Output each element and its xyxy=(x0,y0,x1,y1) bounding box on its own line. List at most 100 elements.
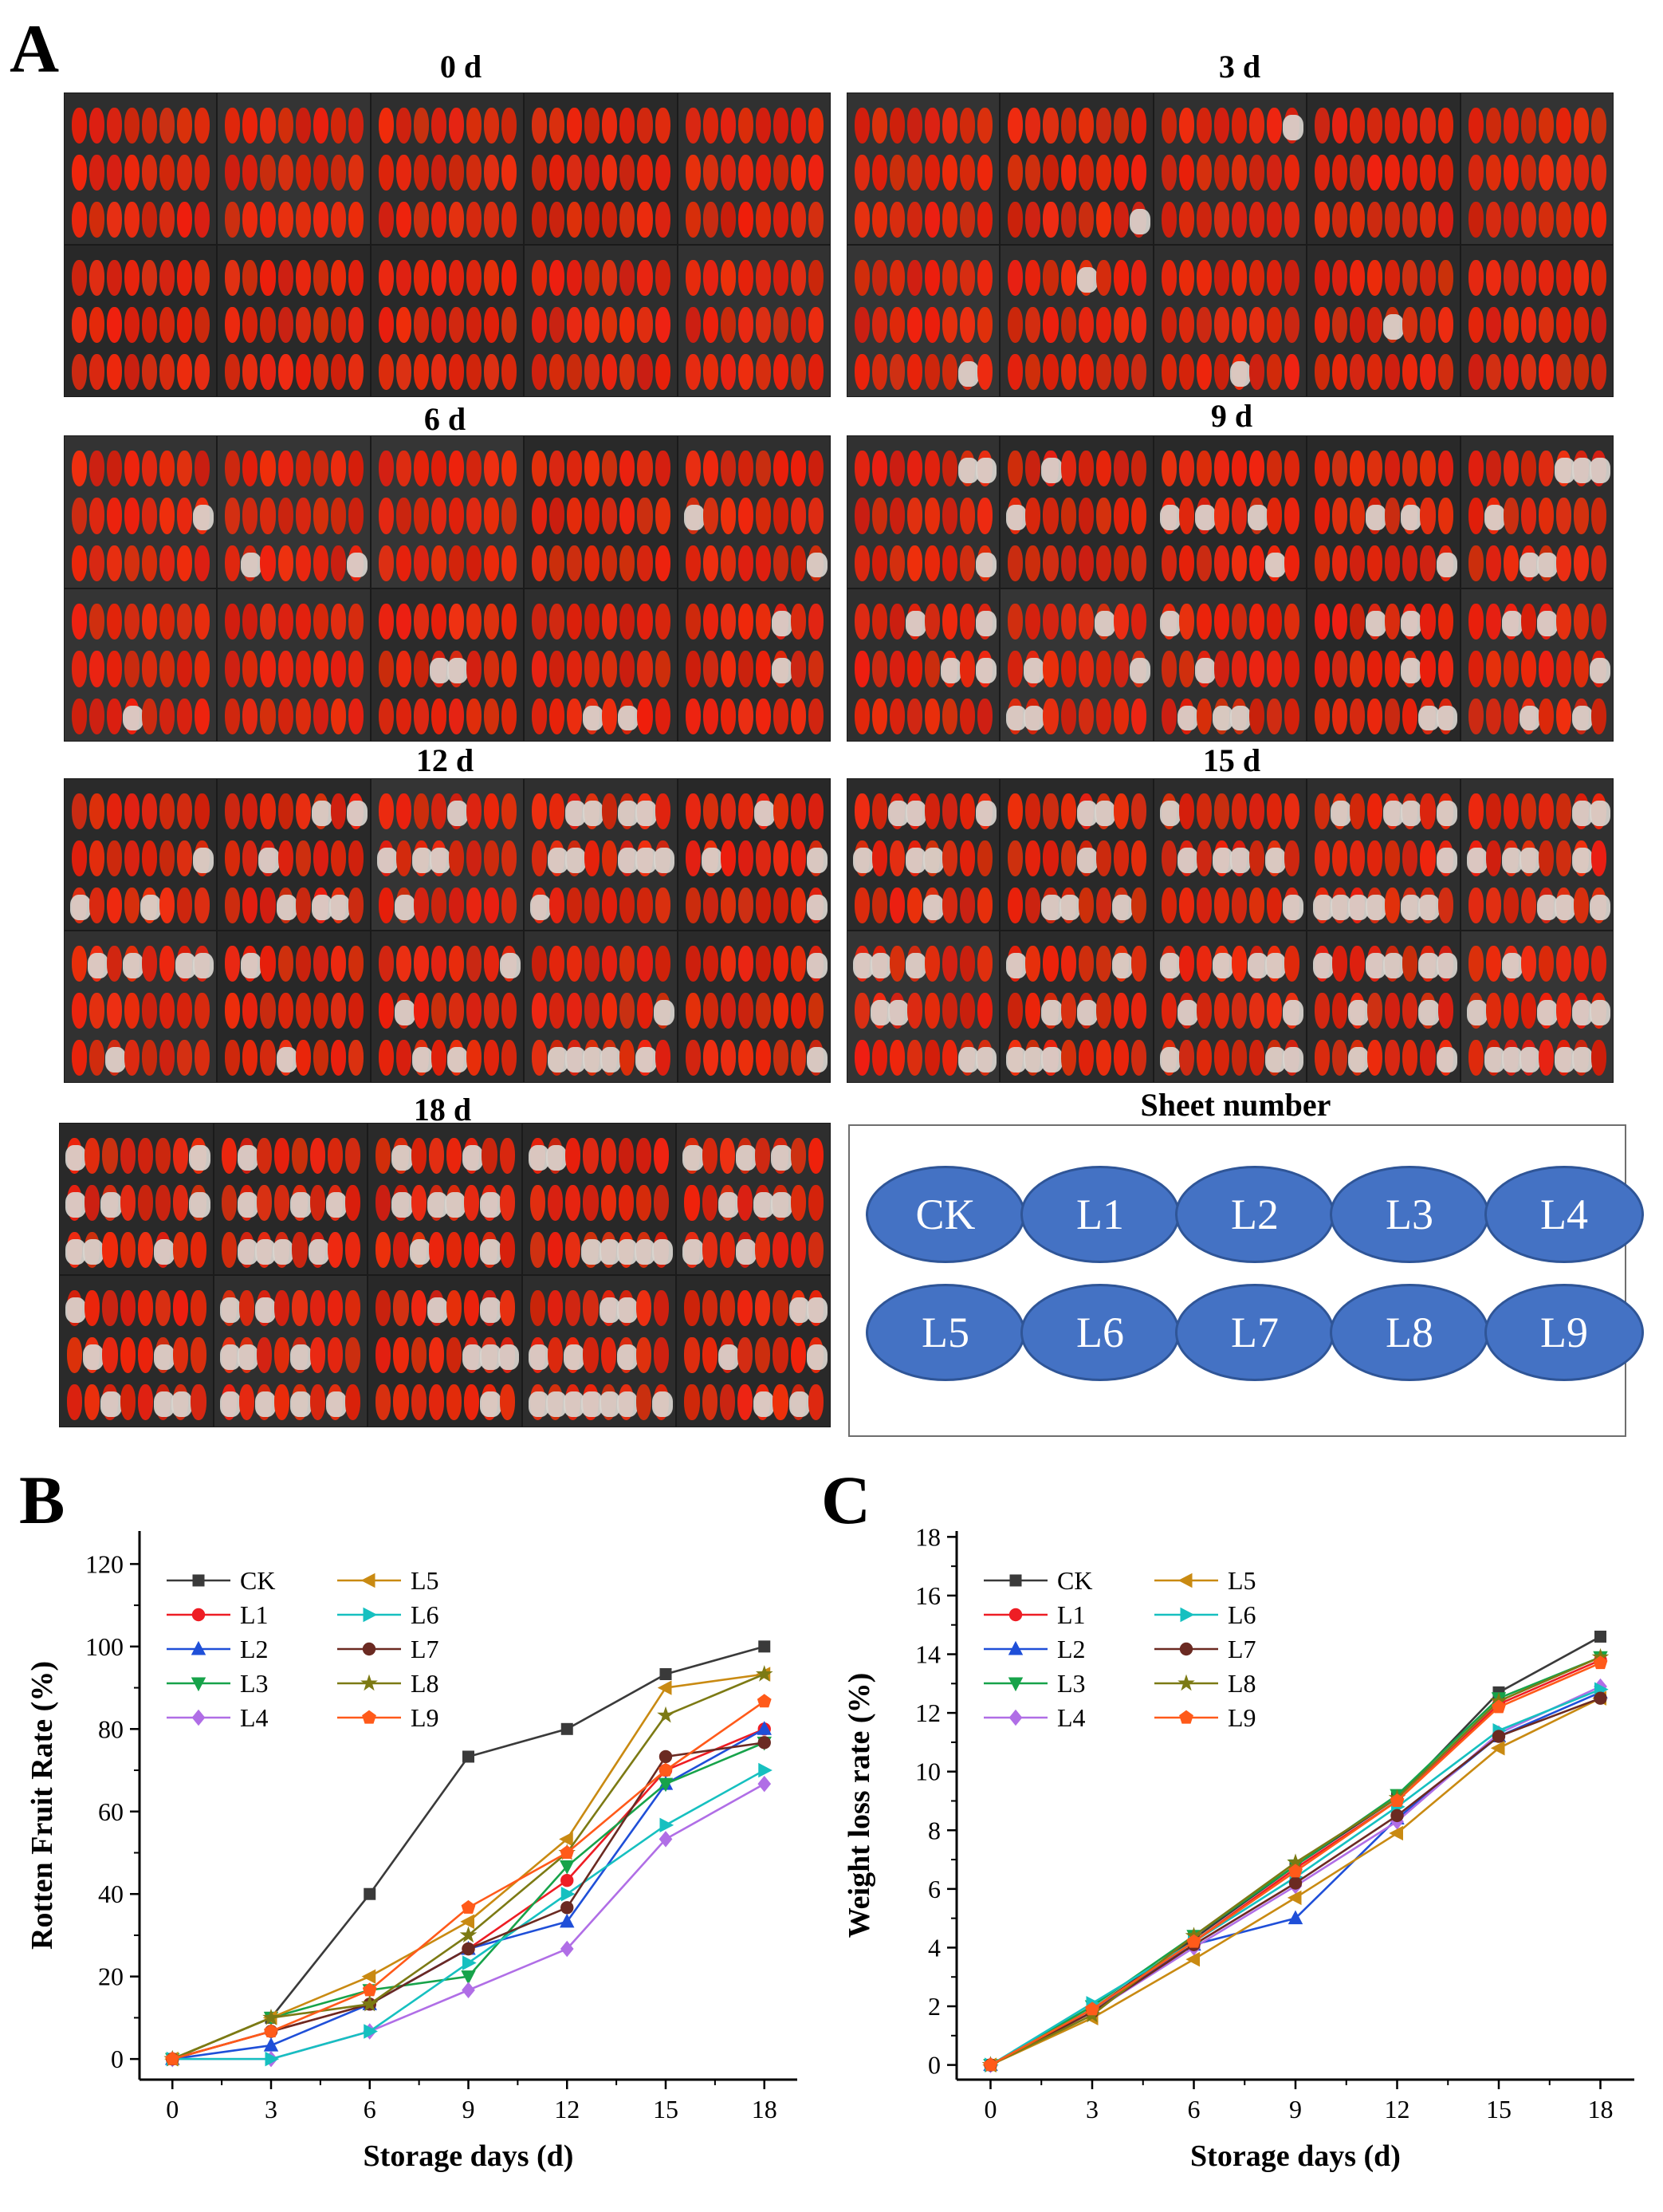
photo-sheet-cell xyxy=(1153,588,1307,742)
goji-berry xyxy=(1468,545,1484,581)
goji-berry xyxy=(1196,451,1212,487)
photo-sheet-cell xyxy=(524,931,678,1083)
goji-berry xyxy=(1130,604,1146,640)
goji-berry xyxy=(1008,307,1024,343)
mold-patch xyxy=(411,848,433,873)
goji-berry xyxy=(925,155,941,191)
goji-berry xyxy=(567,946,583,982)
goji-berry xyxy=(584,498,600,534)
goji-berry xyxy=(1420,451,1436,487)
goji-berry xyxy=(808,651,824,687)
goji-berry xyxy=(808,793,824,829)
goji-berry xyxy=(1249,202,1265,238)
goji-berry xyxy=(344,1185,361,1221)
goji-berry xyxy=(1503,651,1519,687)
goji-berry xyxy=(1315,307,1331,343)
goji-berry xyxy=(1555,498,1571,534)
series-l9 xyxy=(983,1655,1608,2072)
goji-berry xyxy=(1350,108,1366,144)
mold-patch xyxy=(1383,801,1405,826)
mold-patch xyxy=(1571,1047,1593,1073)
goji-berry xyxy=(89,108,105,144)
data-point-l4 xyxy=(462,1982,475,1998)
photo-sheet-cell xyxy=(1153,92,1307,245)
goji-berry xyxy=(925,451,941,487)
goji-berry xyxy=(720,993,736,1029)
mold-patch xyxy=(65,1145,87,1171)
goji-berry xyxy=(313,202,328,238)
photo-sheet-cell xyxy=(217,245,371,397)
data-point-ck xyxy=(1594,1630,1606,1643)
goji-berry xyxy=(375,1138,391,1174)
goji-berry xyxy=(1060,946,1076,982)
goji-berry xyxy=(348,946,364,982)
goji-berry xyxy=(225,698,241,734)
goji-berry xyxy=(295,260,311,296)
goji-berry xyxy=(549,545,565,581)
legend-marker-l6 xyxy=(363,1607,378,1623)
mold-patch xyxy=(806,1344,828,1370)
goji-berry xyxy=(655,108,670,144)
photo-sheet-cell xyxy=(677,435,831,588)
photo-sheet-cell xyxy=(59,1123,214,1275)
goji-berry xyxy=(124,202,140,238)
goji-berry xyxy=(584,993,600,1029)
goji-berry xyxy=(602,946,618,982)
goji-berry xyxy=(395,1040,411,1076)
goji-berry xyxy=(1060,354,1076,390)
goji-berry xyxy=(142,202,158,238)
mold-patch xyxy=(154,1344,175,1370)
goji-berry xyxy=(1231,1040,1248,1076)
goji-berry xyxy=(702,498,718,534)
goji-berry xyxy=(375,1185,391,1221)
mold-patch xyxy=(581,1239,603,1265)
goji-berry xyxy=(1130,888,1146,923)
photo-sheet-cell xyxy=(676,1123,831,1275)
goji-berry xyxy=(142,307,158,343)
goji-berry xyxy=(124,260,140,296)
goji-berry xyxy=(960,793,976,829)
goji-berry xyxy=(1267,202,1283,238)
photo-sheet-cell xyxy=(217,778,371,931)
goji-berry xyxy=(1437,155,1453,191)
goji-berry xyxy=(1468,651,1484,687)
mold-patch xyxy=(346,552,368,578)
goji-berry xyxy=(393,1337,409,1373)
goji-berry xyxy=(773,1232,788,1268)
mold-patch xyxy=(548,1047,569,1073)
goji-berry xyxy=(1420,498,1436,534)
goji-berry xyxy=(137,1185,153,1221)
mold-patch xyxy=(871,1000,892,1025)
goji-berry xyxy=(1538,698,1554,734)
mold-patch xyxy=(616,1297,638,1323)
goji-berry xyxy=(1420,545,1436,581)
mold-patch xyxy=(806,848,828,873)
goji-berry xyxy=(1385,155,1401,191)
goji-berry xyxy=(1590,108,1606,144)
goji-berry xyxy=(225,354,241,390)
goji-berry xyxy=(1468,888,1484,923)
goji-berry xyxy=(225,840,241,876)
y-tick-label: 14 xyxy=(915,1640,941,1669)
goji-berry xyxy=(195,993,210,1029)
goji-berry xyxy=(225,451,241,487)
goji-berry xyxy=(1267,498,1283,534)
goji-berry xyxy=(124,840,140,876)
mold-patch xyxy=(1436,705,1457,731)
goji-berry xyxy=(1385,651,1401,687)
goji-berry xyxy=(1315,698,1331,734)
goji-berry xyxy=(173,1185,189,1221)
goji-berry xyxy=(1315,793,1331,829)
goji-berry xyxy=(925,354,941,390)
sheet-oval-l8: L8 xyxy=(1330,1284,1489,1381)
photo-sheet-cell xyxy=(1153,778,1307,931)
goji-berry xyxy=(1468,260,1484,296)
goji-berry xyxy=(89,307,105,343)
goji-berry xyxy=(1367,545,1383,581)
legend-label-l7: L7 xyxy=(411,1635,439,1663)
mold-patch xyxy=(1501,1047,1523,1073)
data-point-l5 xyxy=(1490,1741,1505,1756)
goji-berry xyxy=(430,451,446,487)
goji-berry xyxy=(260,946,276,982)
mold-patch xyxy=(1519,552,1540,578)
